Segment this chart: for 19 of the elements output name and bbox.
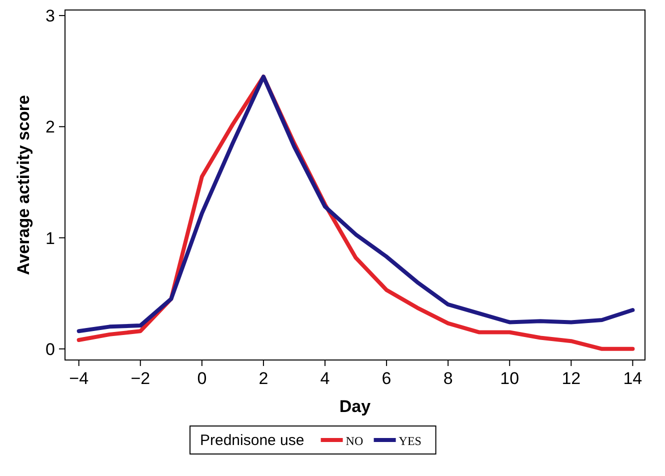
y-tick-label: 3: [46, 6, 55, 26]
y-axis-title: Average activity score: [14, 95, 33, 275]
x-tick-label: 10: [500, 369, 520, 388]
x-tick-label: 4: [320, 369, 330, 388]
y-tick-label: 1: [46, 228, 55, 248]
y-tick-label: 0: [46, 340, 55, 359]
x-tick-label: −4: [69, 369, 89, 388]
legend-title: Prednisone use: [200, 432, 304, 449]
x-tick-label: 0: [197, 369, 207, 388]
x-tick-label: 2: [258, 369, 268, 388]
legend-label: NO: [346, 434, 364, 448]
x-tick-label: −2: [130, 369, 150, 388]
x-tick-label: 8: [443, 369, 453, 388]
legend-label: YES: [398, 434, 422, 448]
x-tick-label: 12: [562, 369, 581, 388]
x-axis-title: Day: [339, 397, 372, 416]
x-tick-label: 14: [623, 369, 642, 388]
x-tick-label: 6: [382, 369, 392, 388]
y-tick-label: 2: [46, 118, 55, 137]
